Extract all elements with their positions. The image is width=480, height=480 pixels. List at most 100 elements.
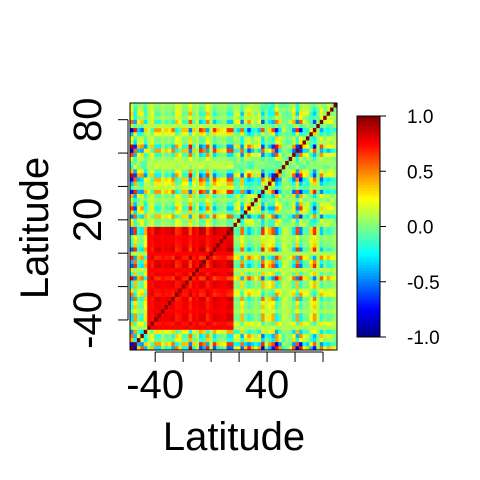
heatmap-cell <box>278 107 283 112</box>
heatmap-cell <box>133 197 138 203</box>
heatmap-cell <box>192 251 196 256</box>
heatmap-cell <box>192 123 196 129</box>
heatmap-cell <box>202 214 207 219</box>
heatmap-cell <box>223 238 227 244</box>
heatmap-cell <box>133 119 138 124</box>
heatmap-cell <box>271 115 276 120</box>
heatmap-cell <box>181 345 186 351</box>
heatmap-cell <box>205 185 210 190</box>
heatmap-cell <box>223 308 227 314</box>
heatmap-cell <box>181 172 186 178</box>
heatmap-cell <box>240 181 245 186</box>
heatmap-cell <box>316 103 321 108</box>
heatmap-cell <box>288 123 293 129</box>
heatmap-cell <box>185 214 190 219</box>
heatmap-cell <box>195 152 200 157</box>
heatmap-cell <box>288 131 293 137</box>
heatmap-cell <box>285 123 290 129</box>
heatmap-cell <box>205 160 210 166</box>
heatmap-cell <box>202 119 207 124</box>
heatmap-cell <box>250 329 255 334</box>
heatmap-cell <box>281 230 286 236</box>
heatmap-cell <box>195 172 200 178</box>
heatmap-cell <box>143 238 148 244</box>
heatmap-cell <box>226 284 231 289</box>
heatmap-cell <box>330 140 334 145</box>
heatmap-cell <box>278 201 283 207</box>
heatmap-cell <box>167 230 172 236</box>
heatmap-cell <box>323 308 328 314</box>
heatmap-cell <box>299 140 303 145</box>
heatmap-cell <box>133 280 138 285</box>
heatmap-cell <box>223 168 227 174</box>
heatmap-cell <box>216 205 221 211</box>
heatmap-cell <box>212 172 217 178</box>
heatmap-cell <box>164 247 169 252</box>
heatmap-cell <box>192 103 196 108</box>
heatmap-cell <box>299 123 303 129</box>
heatmap-cell <box>216 164 221 170</box>
heatmap-cell <box>212 222 217 227</box>
colorbar-swatch <box>357 328 380 332</box>
heatmap-cell <box>278 341 283 347</box>
heatmap-cell <box>264 201 269 207</box>
heatmap-cell <box>299 119 303 124</box>
heatmap-cell <box>305 111 310 116</box>
heatmap-cell <box>174 205 179 211</box>
heatmap-cell <box>178 205 183 211</box>
heatmap-cell <box>188 238 193 244</box>
x-axis-label: Latitude <box>163 415 305 459</box>
heatmap-cell <box>140 337 145 343</box>
heatmap-cell <box>192 275 196 281</box>
heatmap-cell <box>316 300 321 306</box>
heatmap-cell <box>174 284 179 289</box>
heatmap-cell <box>268 321 272 326</box>
heatmap-cell <box>264 275 269 281</box>
colorbar-tick-label: 0.0 <box>407 218 433 239</box>
heatmap-cell <box>178 172 183 178</box>
heatmap-cell <box>140 214 145 219</box>
heatmap-cell <box>209 226 214 232</box>
heatmap-cell <box>330 164 334 170</box>
heatmap-cell <box>226 123 231 129</box>
heatmap-cell <box>254 148 259 153</box>
heatmap-cell <box>147 304 152 310</box>
heatmap-cell <box>254 280 259 285</box>
heatmap-cell <box>209 242 214 248</box>
heatmap-cell <box>223 131 227 137</box>
heatmap-cell <box>247 337 252 343</box>
heatmap-cell <box>205 242 210 248</box>
heatmap-cell <box>268 292 272 297</box>
heatmap-cell <box>285 247 290 252</box>
heatmap-cell <box>316 321 321 326</box>
heatmap-cell <box>236 333 241 339</box>
heatmap-cell <box>240 234 245 240</box>
heatmap-cell <box>302 205 307 211</box>
heatmap-cell <box>188 111 193 116</box>
heatmap-cell <box>288 321 293 326</box>
heatmap-cell <box>309 218 314 223</box>
heatmap-cell <box>326 321 331 326</box>
heatmap-cell <box>202 325 207 330</box>
heatmap-cell <box>202 337 207 343</box>
heatmap-cell <box>167 210 172 215</box>
heatmap-cell <box>250 317 255 322</box>
heatmap-cell <box>264 140 269 145</box>
heatmap-cell <box>133 164 138 170</box>
heatmap-cell <box>330 177 334 182</box>
heatmap-cell <box>185 107 190 112</box>
heatmap-cell <box>240 148 245 153</box>
heatmap-cell <box>209 304 214 310</box>
heatmap-cell <box>236 160 241 166</box>
heatmap-cell <box>295 119 300 124</box>
heatmap-cell <box>195 280 200 285</box>
heatmap-cell <box>130 135 134 141</box>
heatmap-cell <box>250 152 255 157</box>
heatmap-cell <box>199 280 203 285</box>
heatmap-cell <box>309 214 314 219</box>
heatmap-cell <box>264 238 269 244</box>
heatmap-cell <box>233 242 238 248</box>
heatmap-cell <box>209 197 214 203</box>
heatmap-cell <box>205 275 210 281</box>
heatmap-cell <box>133 168 138 174</box>
